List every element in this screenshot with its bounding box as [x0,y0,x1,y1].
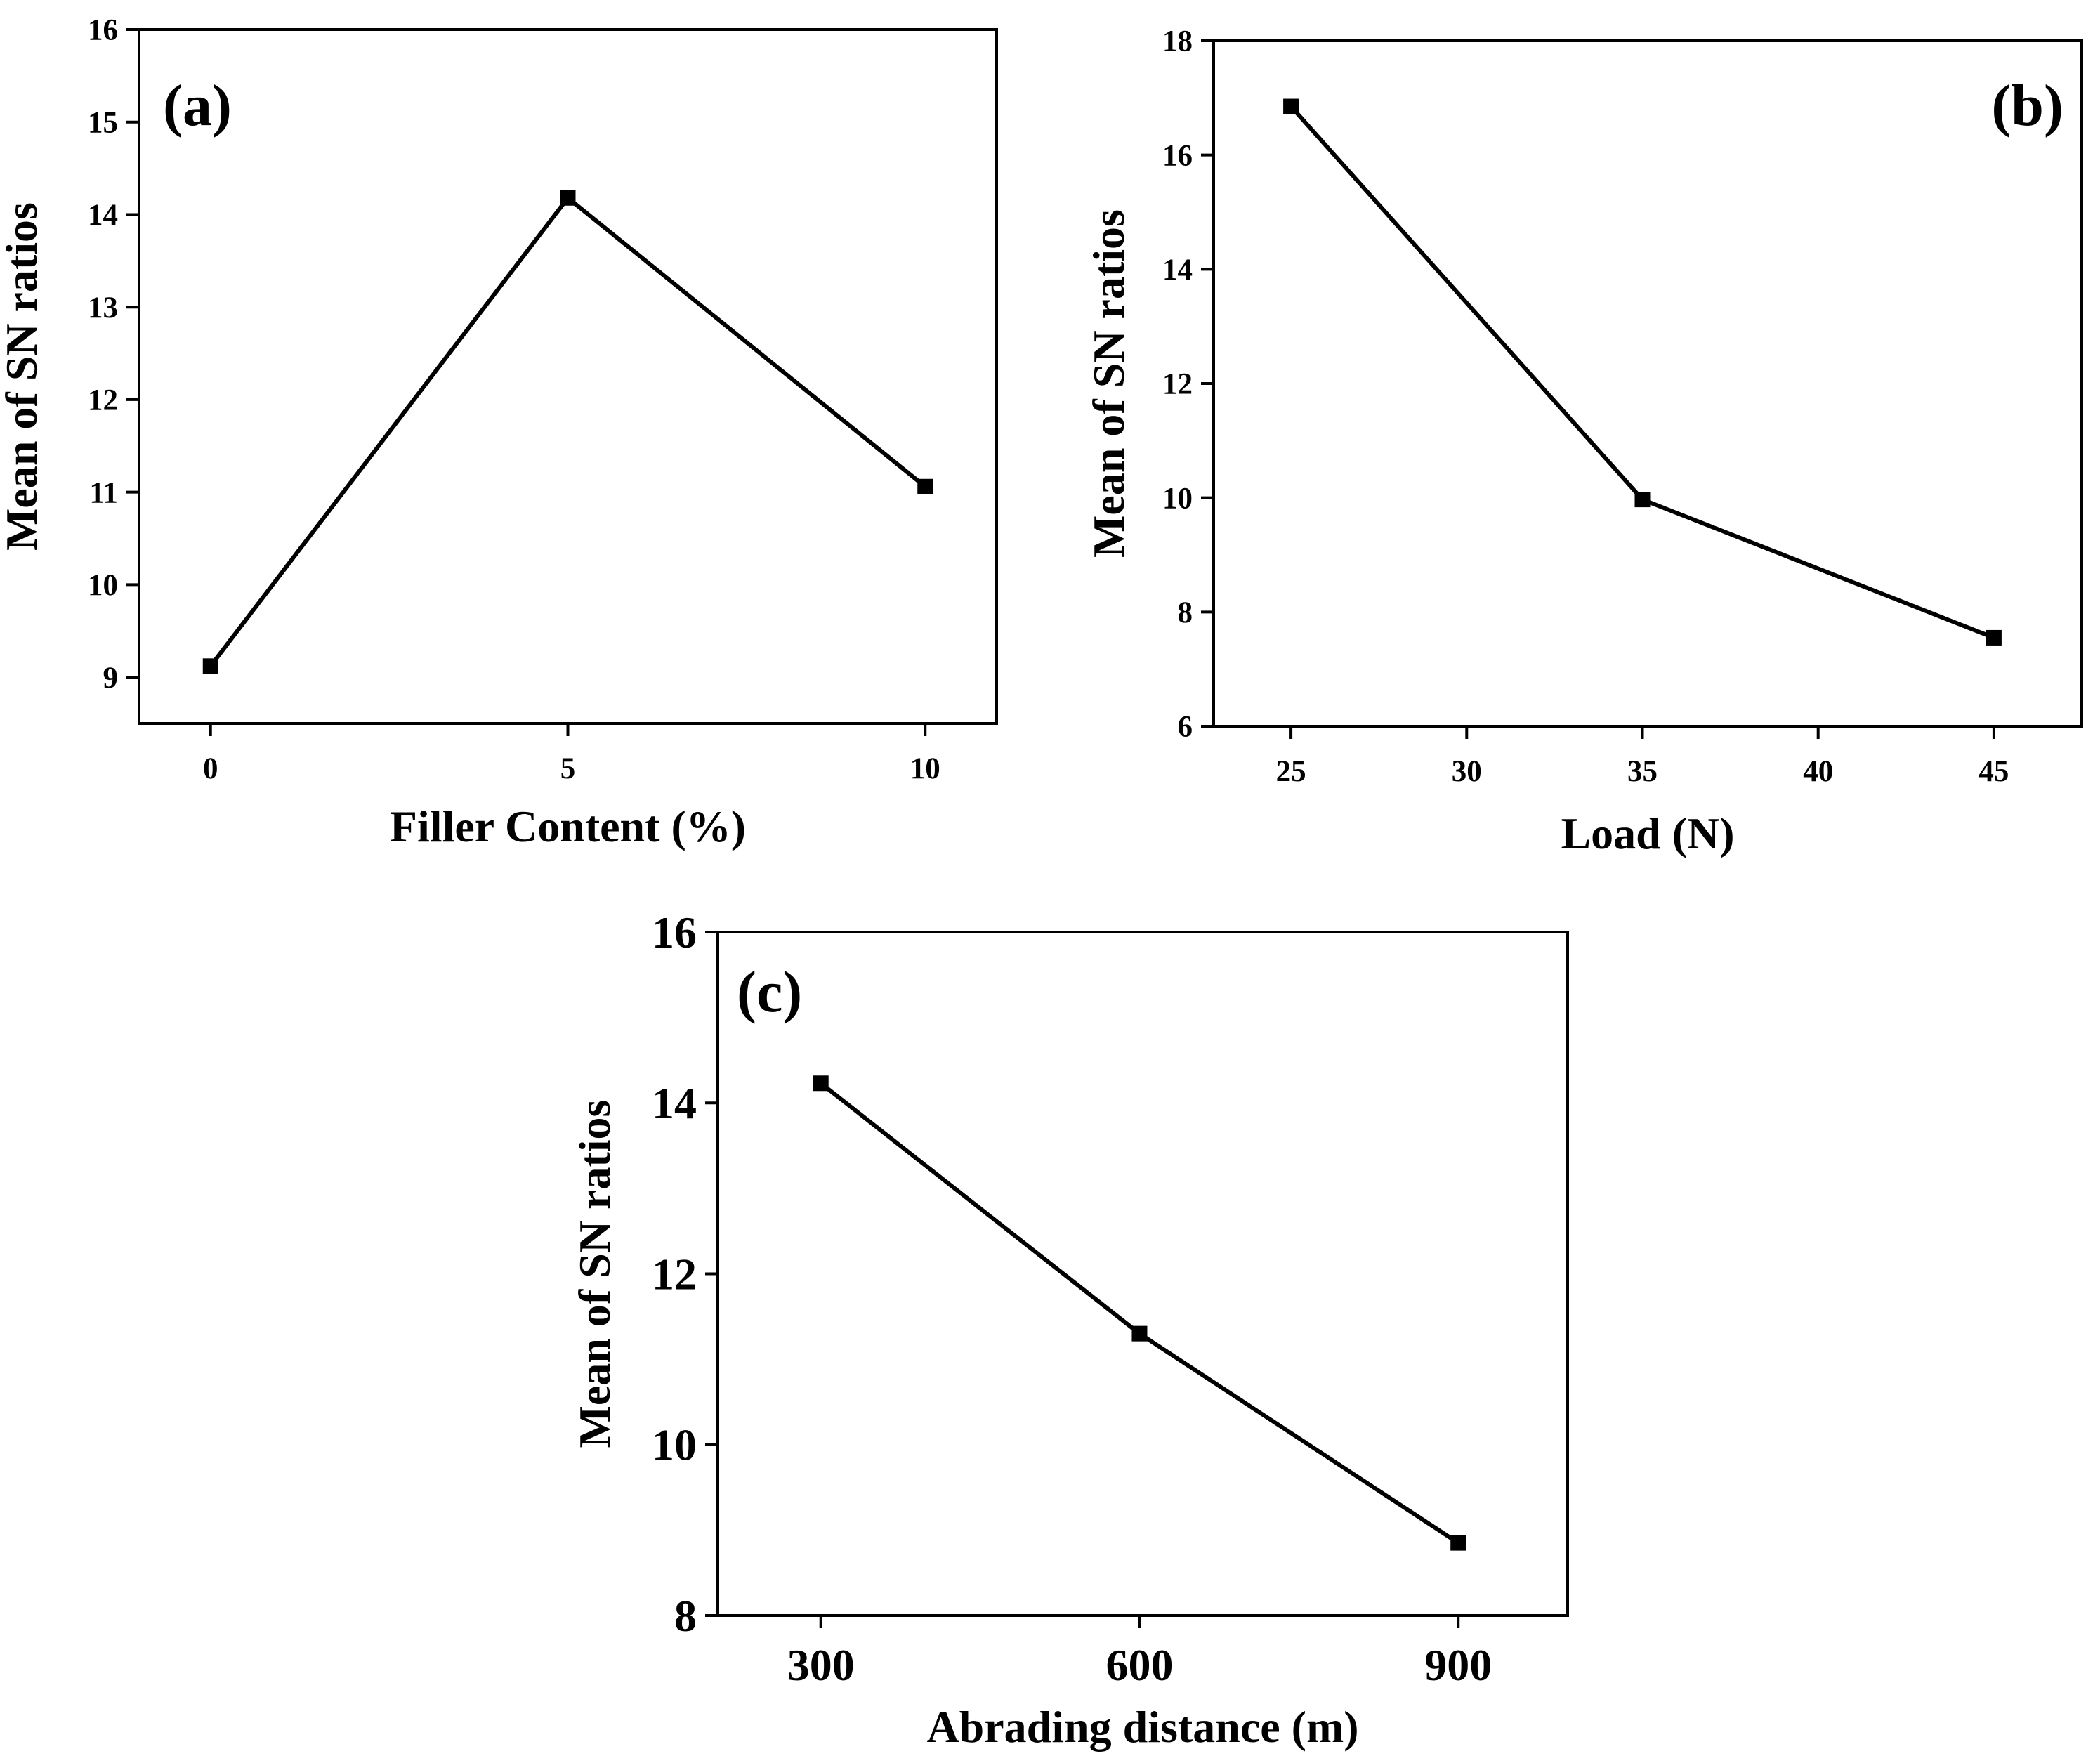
x-axis-label: Abrading distance (m) [926,1702,1358,1752]
x-tick-label: 900 [1424,1640,1492,1690]
panel-label: (c) [737,959,802,1025]
data-point [1634,492,1651,508]
y-tick-label: 15 [88,106,118,139]
x-tick-label: 45 [1978,755,2009,788]
x-tick-label: 5 [560,752,576,785]
y-tick-label: 12 [88,384,118,417]
y-tick-label: 6 [1178,711,1193,744]
y-tick-label: 9 [103,662,119,695]
y-axis-label: Mean of SN ratios [570,1100,619,1448]
chart-panel-a: 9 10 11 12 13 14 15 16 0 5 10 Filler Content (%) Mea… [0,14,998,851]
y-axis-label: Mean of SN ratios [0,202,46,551]
y-tick-label: 16 [652,908,697,957]
panel-label: (b) [1991,73,2063,138]
plot-frame [716,931,1569,1617]
x-tick-label: 30 [1452,755,1482,788]
y-tick-label: 16 [1162,139,1193,172]
series-line [1289,105,1995,640]
y-tick-label: 8 [1178,596,1193,629]
y-tick-label: 14 [652,1078,697,1128]
chart-panel-b: 6 8 10 12 14 16 18 25 30 35 40 45 Load (N) Mean of SN… [1084,25,2083,858]
y-tick-label: 13 [88,291,118,325]
x-tick-label: 10 [910,752,940,785]
x-axis-label: Load (N) [1561,808,1734,858]
data-point [1131,1325,1148,1342]
x-tick-label: 35 [1627,755,1658,788]
data-point [917,478,933,494]
series-line [209,195,927,668]
x-tick-label: 0 [203,752,218,785]
chart-panel-c: 8 10 12 14 16 300 600 900 Abrading distance (m) M… [570,908,1569,1752]
y-tick-label: 14 [88,199,118,232]
x-axis-label: Filler Content (%) [390,801,746,851]
y-tick-label: 18 [1162,25,1193,58]
y-axis-label: Mean of SN ratios [1084,209,1134,558]
data-point [1986,629,2002,646]
data-point [1283,98,1299,114]
data-point [560,190,576,206]
y-tick-label: 10 [1162,482,1193,515]
y-tick-label: 8 [674,1591,697,1641]
data-point [1450,1535,1466,1551]
data-point [202,658,218,674]
plot-frame [138,28,998,725]
y-tick-label: 14 [1162,254,1193,287]
x-tick-label: 40 [1803,755,1833,788]
y-tick-label: 11 [89,476,118,509]
data-point [813,1075,829,1092]
y-tick-label: 12 [652,1249,697,1299]
y-tick-label: 16 [88,14,118,47]
y-tick-label: 10 [652,1420,697,1470]
x-tick-label: 300 [787,1640,855,1690]
y-tick-label: 10 [88,569,118,602]
y-tick-label: 12 [1162,368,1193,401]
plot-frame [1212,39,2083,728]
x-tick-label: 25 [1276,755,1306,788]
x-tick-label: 600 [1105,1640,1173,1690]
series-line [819,1081,1459,1545]
panel-label: (a) [163,73,232,138]
